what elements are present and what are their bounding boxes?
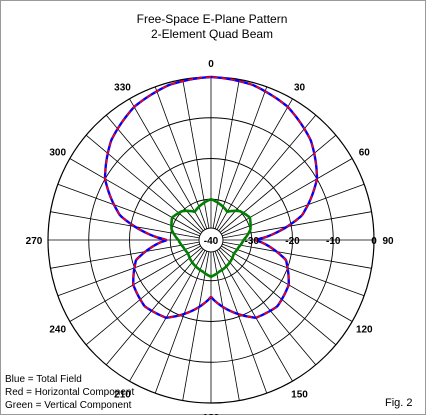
grid-spoke: [216, 98, 293, 230]
angle-labels: 0 330 300 270 240 210 180 150 120 90 60 30: [26, 59, 394, 415]
grid-spoke: [85, 247, 203, 346]
chart-title: Free-Space E-Plane Pattern: [136, 12, 288, 26]
legend-vertical-component: Green = Vertical Component: [5, 400, 132, 411]
grid-spoke: [154, 86, 208, 229]
center-ring: [198, 227, 224, 253]
grid-spoke: [222, 243, 365, 297]
grid-spoke: [214, 86, 268, 229]
grid-spoke: [222, 183, 365, 237]
grid-spoke: [129, 250, 206, 382]
angle-label-90: 90: [382, 236, 394, 247]
grid-spoke: [216, 250, 293, 382]
grid-spoke: [105, 248, 204, 366]
angle-label-60: 60: [359, 148, 371, 159]
chart-subtitle: 2-Element Quad Beam: [150, 27, 274, 41]
radial-tick-label: -40: [204, 236, 219, 247]
angle-label-270: 270: [26, 236, 43, 247]
radial-tick-label: -30: [245, 236, 260, 247]
grid-spoke: [154, 251, 208, 394]
series-vertical-component: [170, 197, 252, 278]
grid-spoke: [85, 134, 203, 233]
grid-spoke: [218, 248, 317, 366]
angle-label-240: 240: [49, 325, 66, 336]
pattern-curves: [103, 75, 319, 319]
angle-label-180: 180: [203, 413, 220, 415]
grid-spoke: [214, 251, 268, 394]
radial-tick-label: -10: [326, 236, 341, 247]
grid-spoke: [69, 158, 201, 235]
legend-horizontal-component: Red = Horizontal Component: [5, 387, 135, 398]
grid-spoke: [222, 241, 372, 269]
grid-spoke: [50, 241, 200, 269]
grid-spoke: [57, 243, 200, 297]
angle-label-300: 300: [49, 148, 66, 159]
radial-tick-label: 0: [371, 236, 377, 247]
angle-label-30: 30: [294, 83, 306, 94]
angle-label-0: 0: [208, 59, 214, 70]
grid-spoke: [221, 158, 353, 235]
angle-label-330: 330: [114, 83, 131, 94]
grid-spoke: [69, 245, 201, 322]
angle-label-150: 150: [291, 389, 308, 400]
angle-label-120: 120: [356, 325, 373, 336]
angle-label-210: 210: [114, 389, 131, 400]
series-horizontal-component: [104, 76, 318, 319]
grid-spoke: [182, 251, 210, 401]
radial-tick-label: -20: [285, 236, 300, 247]
grid-spoke: [219, 134, 337, 233]
grid-spoke: [57, 183, 200, 237]
legend-total-field: Blue = Total Field: [5, 374, 82, 385]
grid-spoke: [219, 247, 337, 346]
grid-spoke: [212, 251, 240, 401]
radial-tick-labels: -40 -30 -20 -10 0: [204, 236, 377, 247]
grid-spoke: [129, 98, 206, 230]
grid-spoke: [221, 245, 353, 322]
figure-label: Fig. 2: [385, 397, 413, 409]
